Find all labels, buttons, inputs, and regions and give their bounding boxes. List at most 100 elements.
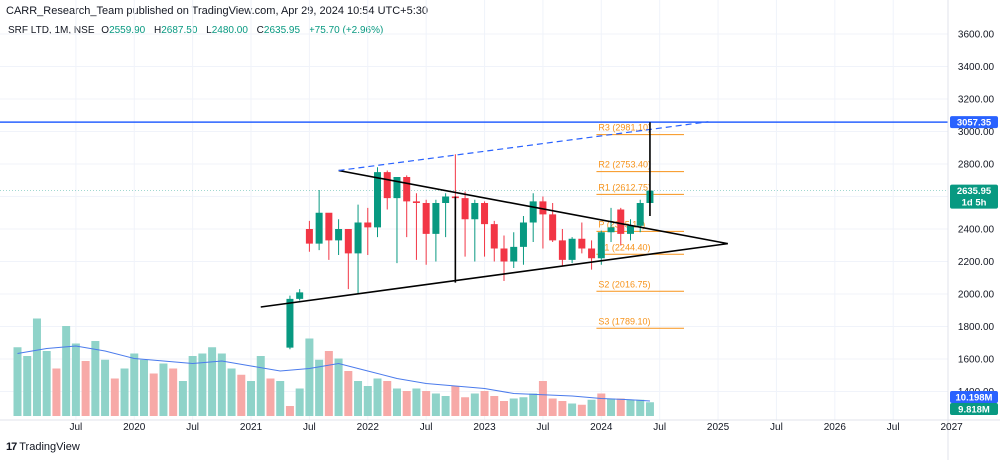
volume-bar xyxy=(120,368,129,416)
volume-bar xyxy=(431,393,440,416)
volume-bar xyxy=(266,378,275,416)
open-key: O xyxy=(101,25,110,36)
symbol-name[interactable]: SRF LTD, 1M, NSE xyxy=(8,25,95,36)
volume-bar xyxy=(169,368,178,416)
volume-bar xyxy=(363,386,372,416)
volume-bar xyxy=(597,393,606,416)
price-tick-label: 2400.00 xyxy=(958,225,995,236)
pivot-level-label: R3 (2981.10) xyxy=(598,123,651,133)
volume-bar xyxy=(305,338,314,416)
price-axis-bg xyxy=(948,0,1000,460)
pivot-level-label: R1 (2612.75) xyxy=(598,182,651,192)
volume-bar xyxy=(558,401,567,416)
candle-body xyxy=(471,203,479,220)
candle-body xyxy=(539,201,547,215)
candle-body xyxy=(607,227,615,233)
candle-body xyxy=(315,212,323,244)
trendline-upper[interactable] xyxy=(338,169,728,245)
volume-bar xyxy=(529,393,538,416)
trendlines[interactable] xyxy=(260,121,728,308)
trendline-lower[interactable] xyxy=(260,242,728,308)
trendline-dashed[interactable] xyxy=(338,121,709,172)
volume-tag xyxy=(950,391,998,403)
volume-bar xyxy=(315,359,324,416)
volume-bar xyxy=(81,361,90,416)
time-tick-label: 2021 xyxy=(240,422,263,433)
resistance-price-tag[interactable] xyxy=(950,116,998,129)
candle-body xyxy=(383,172,391,199)
logo-mark: 17 xyxy=(6,441,17,453)
logo-text: TradingView xyxy=(19,441,80,453)
pivot-level-label: S1 (2244.40) xyxy=(598,242,650,252)
countdown-label: 1d 5h xyxy=(962,198,987,209)
volume-bar xyxy=(422,391,431,416)
volume-bar xyxy=(91,341,100,416)
last-price-label: 2635.95 xyxy=(957,186,992,197)
volume-bar xyxy=(645,402,654,416)
volume-bar xyxy=(32,318,41,416)
volume-bar xyxy=(354,381,363,416)
volume-bar xyxy=(402,391,411,416)
candle-body xyxy=(422,203,430,234)
time-tick-label: Jul xyxy=(653,422,666,433)
time-tick-label: Jul xyxy=(770,422,783,433)
volume-bars xyxy=(13,318,654,416)
price-axis[interactable]: 1400.001600.001800.002000.002200.002400.… xyxy=(947,0,1000,460)
volume-bar xyxy=(480,391,489,416)
volume-bar xyxy=(373,378,382,416)
open-value: 2559.90 xyxy=(109,25,146,36)
time-tick-label: Jul xyxy=(69,422,82,433)
horizontal-line[interactable] xyxy=(0,121,948,191)
volume-bar xyxy=(52,368,61,416)
time-tick-label: Jul xyxy=(186,422,199,433)
high-key: H xyxy=(154,25,162,36)
time-tick-label: 2026 xyxy=(824,422,847,433)
volume-bar xyxy=(509,398,518,416)
candle-body xyxy=(578,238,586,249)
candle-body xyxy=(335,229,343,241)
volume-tag xyxy=(950,403,998,415)
candle-body xyxy=(412,201,420,203)
candle-body xyxy=(519,222,527,247)
candle-body xyxy=(374,172,382,228)
time-tick-label: 2023 xyxy=(473,422,496,433)
candle-body xyxy=(490,224,498,249)
volume-bar xyxy=(441,396,450,416)
volume-bar xyxy=(110,378,119,416)
price-tick-label: 2800.00 xyxy=(958,160,995,171)
time-tick-label: 2022 xyxy=(357,422,380,433)
price-tick-label: 3600.00 xyxy=(958,30,995,41)
volume-bar xyxy=(616,398,625,416)
volume-bar xyxy=(285,406,294,416)
price-tick-label: 3200.00 xyxy=(958,95,995,106)
candle-body xyxy=(364,222,372,228)
symbol-legend: SRF LTD, 1M, NSE O2559.90 H2687.50 L2480… xyxy=(8,25,387,36)
candle-body xyxy=(510,246,518,262)
volume-bar xyxy=(626,399,635,416)
volume-ma-line xyxy=(17,345,650,402)
volume-bar xyxy=(256,356,265,416)
time-axis[interactable]: Jul 2020 Jul 2021 Jul 2022 Jul 2023 Jul 2024 Jul 20… xyxy=(0,419,1000,433)
volume-bar xyxy=(412,388,421,416)
last-price-tag[interactable] xyxy=(950,184,998,209)
time-tick-label: 2020 xyxy=(123,422,146,433)
tradingview-logo[interactable]: 17 TradingView xyxy=(6,441,80,453)
volume-bar xyxy=(71,343,80,416)
time-tick-label: 2027 xyxy=(940,422,963,433)
volume-bar xyxy=(23,356,32,416)
candle-body xyxy=(549,214,557,241)
volume-bar xyxy=(577,404,586,416)
time-tick-label: Jul xyxy=(537,422,550,433)
volume-tag-label: 9.818M xyxy=(958,405,990,416)
volume-bar xyxy=(324,351,333,416)
price-tick-label: 2000.00 xyxy=(958,290,995,301)
time-tick-label: 2024 xyxy=(590,422,613,433)
candle-body xyxy=(597,232,605,259)
publisher-line: CARR_Research_Team published on TradingV… xyxy=(6,5,429,17)
volume-ma xyxy=(17,345,650,402)
volume-bar xyxy=(159,363,168,416)
volume-bar xyxy=(198,353,207,416)
volume-bar xyxy=(139,359,148,416)
candle-body xyxy=(286,298,294,348)
